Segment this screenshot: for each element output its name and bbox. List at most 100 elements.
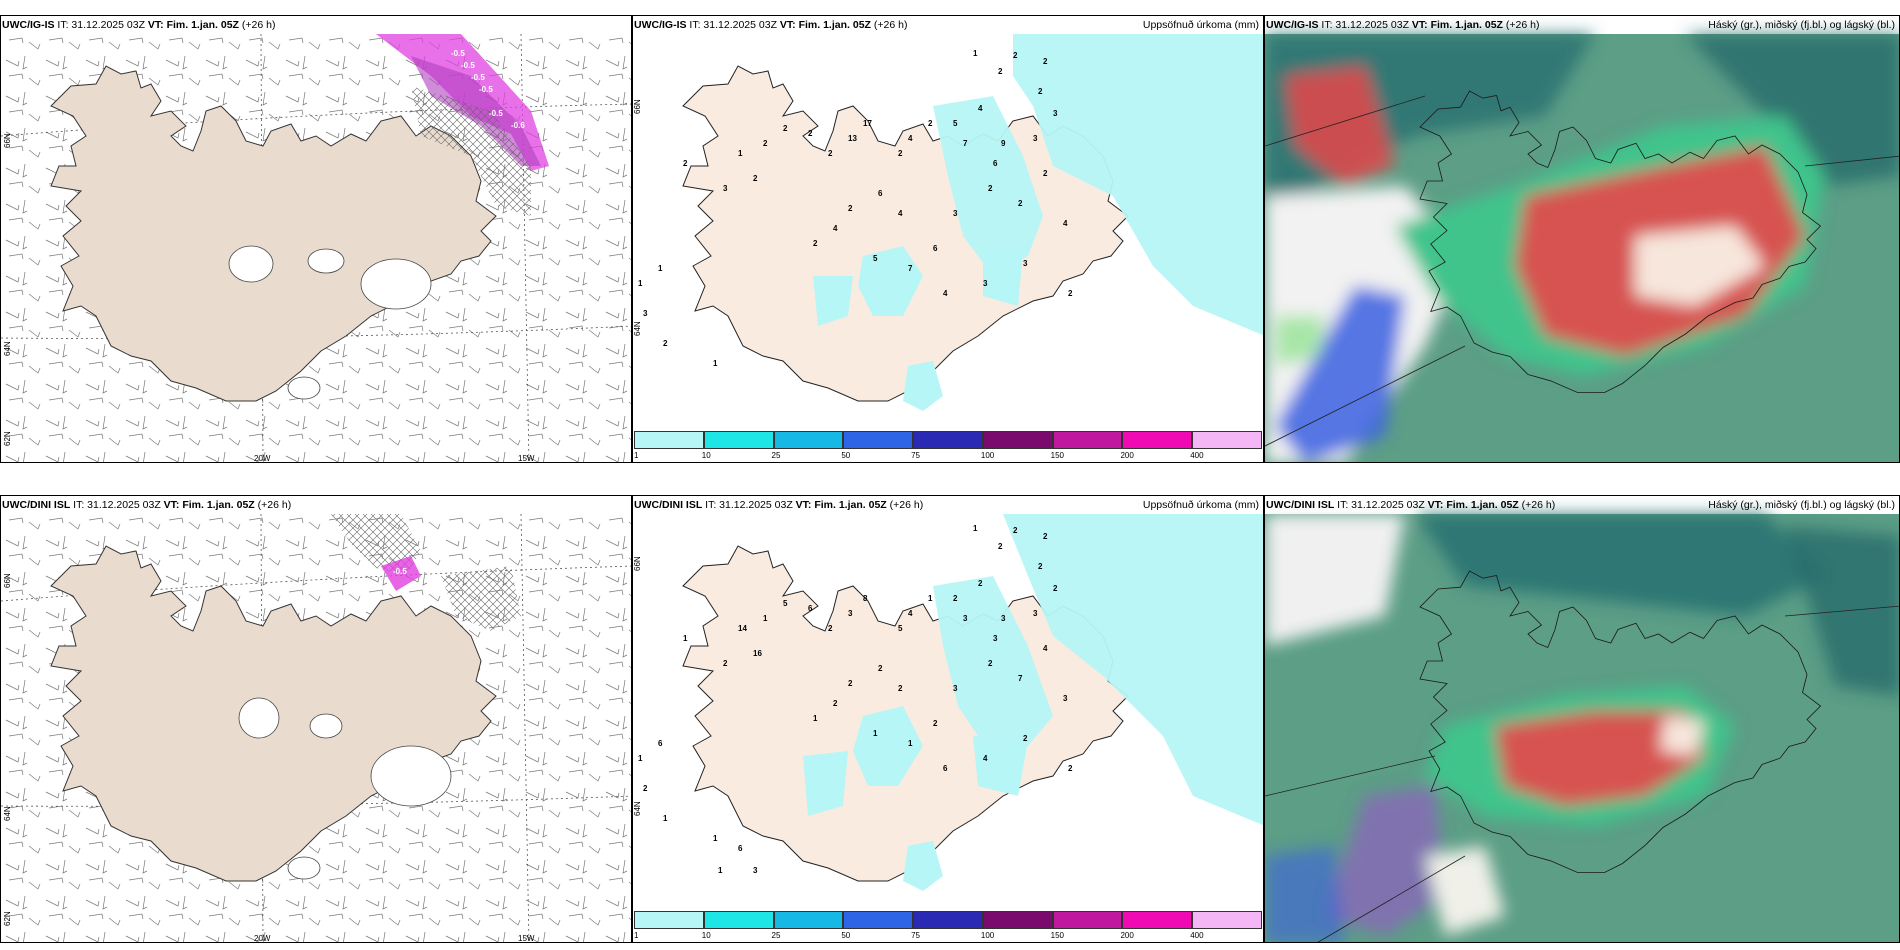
colorbar-swatch <box>703 911 774 929</box>
contour-labels: -0.5 -0.5 -0.5 -0.5 -0.5 -0.6 <box>451 49 525 130</box>
precip-value: 2 <box>1018 199 1023 208</box>
colorbar-tick-label: 75 <box>911 931 921 940</box>
svg-text:-0.5: -0.5 <box>451 49 465 58</box>
precip-value: 2 <box>663 339 668 348</box>
lat-label: 66N <box>3 133 12 148</box>
precip-value: 1 <box>973 49 978 58</box>
panel-subtitle: Uppsöfnuð úrkoma (mm) <box>1142 19 1259 31</box>
colorbar: 1 10 25 50 75 100 150 200 400 <box>634 431 1262 461</box>
colorbar-tick-label: 25 <box>771 451 781 460</box>
precip-value: 7 <box>963 139 968 148</box>
boundaries <box>1265 605 1899 942</box>
precip-areas <box>813 34 1263 411</box>
precip-value: 3 <box>848 609 853 618</box>
precip-value: 2 <box>988 659 993 668</box>
precip-value: 3 <box>1063 694 1068 703</box>
precip-value: 3 <box>643 309 648 318</box>
panel-title: UWC/IG-IS IT: 31.12.2025 03Z VT: Fim. 1.… <box>1266 19 1540 31</box>
precip-value: 2 <box>1043 532 1048 541</box>
precip-value: 3 <box>963 614 968 623</box>
colorbar-swatch <box>843 911 914 929</box>
precip-value: 1 <box>908 739 913 748</box>
svg-text:-0.5: -0.5 <box>479 85 493 94</box>
precip-value: 2 <box>1038 87 1043 96</box>
lat-label: 64N <box>3 341 12 356</box>
precip-value: 5 <box>783 599 788 608</box>
precip-map-panel-bottom: UWC/DINI ISL IT: 31.12.2025 03Z VT: Fim.… <box>632 495 1264 943</box>
colorbar-swatch <box>773 911 844 929</box>
precip-value: 14 <box>738 624 747 633</box>
precip-value: 1 <box>928 594 933 603</box>
panel-title: UWC/DINI ISL IT: 31.12.2025 03Z VT: Fim.… <box>1266 499 1556 511</box>
precip-value: 4 <box>833 224 838 233</box>
lat-label: 66N <box>3 573 12 588</box>
colorbar-swatch <box>634 911 704 929</box>
panel-subtitle: Háský (gr.), miðský (fj.bl.) og lágský (… <box>1708 19 1895 31</box>
precip-areas <box>803 514 1263 891</box>
precip-value: 5 <box>953 119 958 128</box>
precip-value: 3 <box>1033 134 1038 143</box>
svg-text:-0.5: -0.5 <box>489 109 503 118</box>
colorbar-swatch <box>1122 431 1193 449</box>
glaciers <box>238 697 452 880</box>
panel-title: UWC/IG-IS IT: 31.12.2025 03Z VT: Fim. 1.… <box>634 19 908 31</box>
precip-value: 4 <box>1063 219 1068 228</box>
contour-label: -0.5 <box>393 567 407 576</box>
colorbar-tick-label: 100 <box>980 931 995 940</box>
precip-value: 6 <box>933 244 938 253</box>
precip-value: 2 <box>1013 51 1018 60</box>
precip-value: 6 <box>878 189 883 198</box>
precip-value: 3 <box>953 209 958 218</box>
precip-value: 2 <box>813 239 818 248</box>
panel-subtitle: Uppsöfnuð úrkoma (mm) <box>1142 499 1259 511</box>
precip-value: 3 <box>993 634 998 643</box>
colorbar-swatch <box>982 431 1053 449</box>
svg-text:-0.5: -0.5 <box>461 61 475 70</box>
colorbar-tick-label: 150 <box>1050 451 1065 460</box>
lat-label: 62N <box>3 911 12 926</box>
precip-value: 1 <box>663 814 668 823</box>
precip-value: 2 <box>998 542 1003 551</box>
lon-label: 15W <box>518 934 535 943</box>
precip-value: 1 <box>713 359 718 368</box>
precip-value: 3 <box>1053 109 1058 118</box>
colorbar-swatch <box>703 431 774 449</box>
precip-value: 2 <box>953 594 958 603</box>
colorbar-swatch <box>1192 911 1262 929</box>
precip-value: 4 <box>908 609 913 618</box>
precip-value: 2 <box>878 664 883 673</box>
precip-value: 4 <box>1043 644 1048 653</box>
precip-value: 2 <box>898 684 903 693</box>
precip-value: 2 <box>683 159 688 168</box>
precip-value: 3 <box>983 279 988 288</box>
precip-value: 2 <box>828 149 833 158</box>
precip-value: 6 <box>993 159 998 168</box>
precip-value: 1 <box>713 834 718 843</box>
precip-value: 2 <box>643 784 648 793</box>
colorbar-tick-label: 50 <box>841 451 851 460</box>
precip-value: 2 <box>848 679 853 688</box>
precip-value: 2 <box>723 659 728 668</box>
colorbar-swatch <box>1122 911 1193 929</box>
precip-value: 3 <box>1033 609 1038 618</box>
wind-map-panel-bottom: UWC/DINI ISL IT: 31.12.2025 03Z VT: Fim.… <box>0 495 632 943</box>
precip-value: 1 <box>763 614 768 623</box>
colorbar-tick-label: 100 <box>980 451 995 460</box>
colorbar-swatch <box>843 431 914 449</box>
colorbar-tick-label: 400 <box>1190 451 1204 460</box>
precip-value: 2 <box>928 119 933 128</box>
precip-value: 4 <box>978 104 983 113</box>
precip-value: 2 <box>828 624 833 633</box>
precip-value: 2 <box>1023 734 1028 743</box>
colorbar-tick-label: 400 <box>1190 931 1204 940</box>
precip-value: 2 <box>848 204 853 213</box>
colorbar-swatch <box>773 431 844 449</box>
precip-value: 2 <box>1038 562 1043 571</box>
lat-label: 66N <box>633 556 642 571</box>
precip-value: 1 <box>738 149 743 158</box>
colorbar-tick-label: 200 <box>1120 931 1134 940</box>
colorbar-tick-label: 1 <box>634 931 639 940</box>
precip-value: 2 <box>998 67 1003 76</box>
